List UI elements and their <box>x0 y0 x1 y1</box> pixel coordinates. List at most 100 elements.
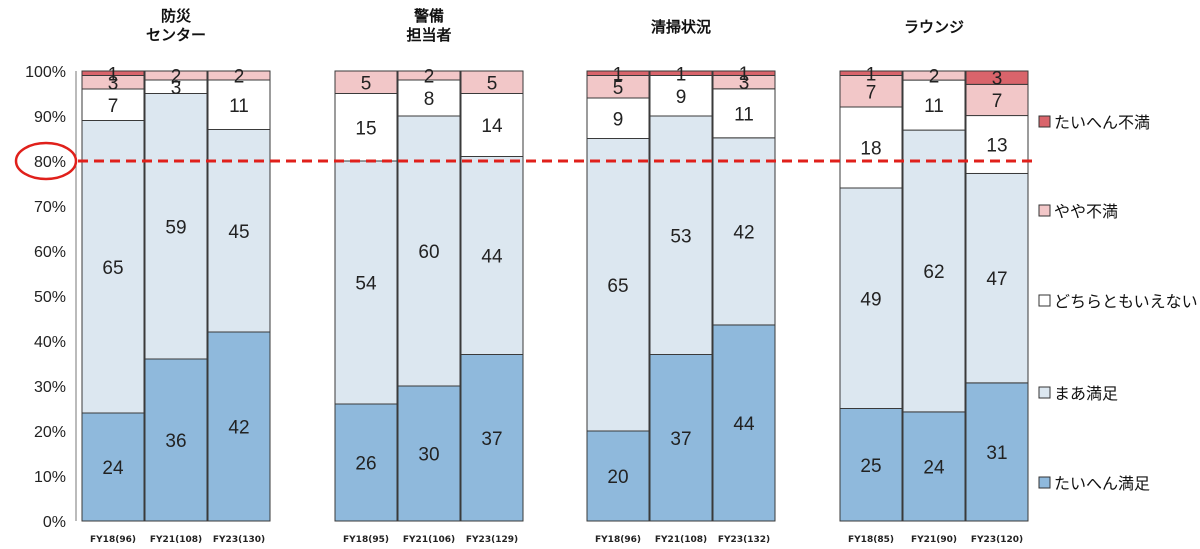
data-label: 5 <box>487 73 498 94</box>
bar-segment <box>144 93 208 360</box>
data-label: 8 <box>424 89 435 110</box>
legend-label: たいへん満足 <box>1054 474 1150 493</box>
data-label: 24 <box>102 458 124 479</box>
bar-segment <box>207 70 271 81</box>
data-label: 37 <box>670 429 691 450</box>
data-label: 31 <box>986 443 1007 464</box>
data-label: 65 <box>102 258 123 279</box>
data-label: 5 <box>361 73 372 94</box>
bar-segment <box>397 79 461 117</box>
bar-segment <box>649 70 713 76</box>
data-label: 11 <box>734 104 754 125</box>
x-tick-label: FY23(130) <box>213 535 265 545</box>
bar-segment <box>965 70 1029 85</box>
group-title: センター <box>146 26 206 44</box>
legend-label: やや不満 <box>1054 202 1118 221</box>
y-tick-label: 0% <box>43 514 66 531</box>
data-label: 62 <box>923 262 944 283</box>
data-label: 15 <box>355 118 376 139</box>
data-label: 1 <box>866 64 877 85</box>
y-tick-label: 100% <box>25 64 66 81</box>
data-label: 14 <box>481 116 503 137</box>
data-label: 25 <box>860 456 881 477</box>
data-label: 53 <box>670 226 691 247</box>
x-tick-label: FY21(106) <box>403 535 455 545</box>
data-label: 42 <box>733 222 754 243</box>
data-label: 2 <box>234 67 245 88</box>
data-label: 1 <box>739 64 750 85</box>
y-tick-label: 10% <box>34 469 66 486</box>
data-label: 2 <box>171 67 182 88</box>
data-label: 3 <box>171 78 182 99</box>
bar-segment <box>334 160 398 405</box>
bar-segment <box>81 70 145 76</box>
x-tick-label: FY21(108) <box>150 535 202 545</box>
legend-swatch <box>1038 115 1051 128</box>
group-title: 防災 <box>161 7 192 25</box>
bar-segment <box>207 129 271 333</box>
bar-segment <box>586 97 650 139</box>
data-label: 26 <box>355 454 376 475</box>
legend-swatch <box>1038 294 1051 307</box>
bar-segment <box>397 385 461 522</box>
y-tick-label: 50% <box>34 289 66 306</box>
x-tick-label: FY18(96) <box>90 535 136 545</box>
data-label: 54 <box>355 274 377 295</box>
data-label: 7 <box>108 96 119 117</box>
legend-swatch <box>1038 386 1051 399</box>
data-label: 1 <box>613 64 624 85</box>
bar-segment <box>839 106 903 189</box>
data-label: 18 <box>860 139 881 160</box>
y-tick-label: 40% <box>34 334 66 351</box>
data-label: 45 <box>228 222 249 243</box>
bar-segment <box>649 75 713 117</box>
bar-segment <box>460 93 524 157</box>
data-label: 3 <box>108 73 119 94</box>
bar-segment <box>902 129 966 413</box>
data-label: 59 <box>165 217 186 238</box>
data-label: 42 <box>228 418 249 439</box>
bar-segment <box>334 70 398 94</box>
y-tick-label: 80% <box>34 154 66 171</box>
bar-segment <box>712 88 776 139</box>
data-label: 2 <box>424 67 435 88</box>
group-title: 担当者 <box>406 26 451 44</box>
data-label: 3 <box>992 69 1003 90</box>
data-label: 47 <box>986 269 1007 290</box>
x-tick-label: FY18(95) <box>343 535 389 545</box>
legend-swatch <box>1038 204 1051 217</box>
bar-segment <box>586 430 650 522</box>
legend-swatch <box>1038 476 1051 489</box>
data-label: 49 <box>860 289 881 310</box>
data-label: 3 <box>739 73 750 94</box>
legend-label: まあ満足 <box>1054 384 1118 403</box>
group-title: ラウンジ <box>904 18 964 36</box>
y-tick-label: 90% <box>34 109 66 126</box>
data-label: 9 <box>676 87 687 108</box>
bar-segment <box>81 120 145 414</box>
data-label: 1 <box>676 64 687 85</box>
bar-segment <box>712 324 776 522</box>
bar-segment <box>334 403 398 522</box>
data-label: 24 <box>923 457 945 478</box>
bar-segment <box>649 354 713 522</box>
bar-segment <box>81 412 145 522</box>
data-label: 11 <box>924 96 944 117</box>
x-tick-label: FY23(129) <box>466 535 518 545</box>
data-label: 60 <box>418 242 439 263</box>
bar-segment <box>902 411 966 522</box>
y-tick-label: 20% <box>34 424 66 441</box>
bar-segment <box>397 70 461 81</box>
data-label: 7 <box>866 82 877 103</box>
data-label: 44 <box>481 247 503 268</box>
data-label: 44 <box>733 414 755 435</box>
data-label: 30 <box>418 445 439 466</box>
data-label: 7 <box>992 91 1003 112</box>
bar-segment <box>839 70 903 76</box>
data-label: 20 <box>607 467 628 488</box>
bar-segment <box>902 79 966 131</box>
group-title: 清掃状況 <box>651 18 711 36</box>
reference-circle <box>14 141 78 181</box>
bar-segment <box>460 70 524 94</box>
